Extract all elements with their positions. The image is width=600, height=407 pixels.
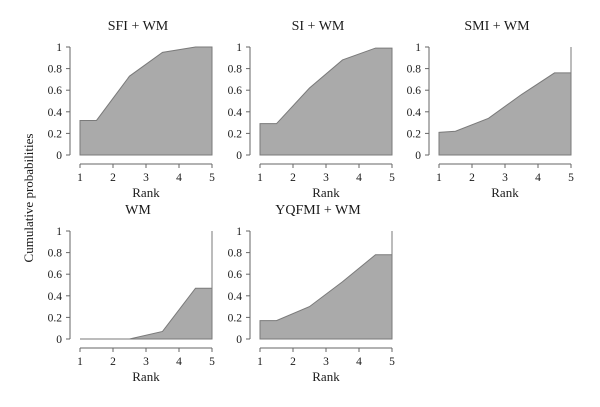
y-tick-label: 0.8 (228, 248, 243, 260)
x-axis-label: Rank (312, 369, 340, 384)
x-tick-label: 3 (502, 172, 508, 184)
x-tick-label: 3 (143, 356, 149, 368)
x-axis-label: Rank (132, 185, 160, 200)
x-tick-label: 2 (290, 172, 296, 184)
shared-ylabel: Cumulative probabilities (21, 134, 36, 263)
chart-panel-4: 0 0.2 0.4 0.6 0.8 1 1 2 3 4 5 Rank WM (48, 203, 216, 384)
y-tick-label: 0.2 (407, 128, 422, 140)
y-tick-label: 0.2 (228, 128, 243, 140)
y-tick-label: 1 (236, 226, 242, 238)
x-axis-label: Rank (132, 369, 160, 384)
y-tick-label: 0.8 (48, 64, 63, 76)
x-tick-label: 5 (389, 356, 395, 368)
area-series (438, 47, 572, 156)
x-tick-label: 4 (535, 172, 541, 184)
x-tick-label: 4 (176, 172, 182, 184)
y-tick-label: 0.2 (228, 312, 243, 324)
y-tick-label: 0.2 (48, 128, 63, 140)
x-tick-label: 5 (209, 356, 215, 368)
x-tick-label: 2 (290, 356, 296, 368)
panel-title: WM (125, 203, 151, 218)
y-tick-label: 0.8 (48, 248, 63, 260)
area-series (259, 47, 393, 156)
x-tick-label: 5 (568, 172, 574, 184)
y-tick-label: 0.6 (228, 85, 243, 97)
x-axis-label: Rank (491, 185, 519, 200)
y-tick-label: 0.8 (228, 64, 243, 76)
area-series (80, 231, 213, 340)
y-tick-label: 0.4 (228, 107, 243, 119)
y-tick-label: 0 (236, 150, 242, 162)
chart-panel-2: 0 0.2 0.4 0.6 0.8 1 1 2 3 4 5 Rank SI + WM (228, 19, 396, 200)
x-tick-label: 1 (257, 172, 263, 184)
x-tick-label: 2 (110, 172, 116, 184)
y-tick-label: 0.6 (228, 269, 243, 281)
panel-title: SFI + WM (108, 19, 169, 34)
y-tick-label: 0.4 (48, 107, 63, 119)
y-tick-label: 0 (236, 334, 242, 346)
chart-panel-5: 0 0.2 0.4 0.6 0.8 1 1 2 3 4 5 Rank YQFMI + WM (228, 203, 396, 384)
x-tick-label: 4 (356, 172, 362, 184)
chart-panel-1: 0 0.2 0.4 0.6 0.8 1 1 2 3 4 5 Rank SFI + WM (48, 19, 216, 200)
chart-panel-3: 0 0.2 0.4 0.6 0.8 1 1 2 3 4 5 Rank SMI + WM (407, 19, 575, 200)
y-tick-label: 1 (236, 42, 242, 54)
y-tick-label: 0 (56, 150, 62, 162)
x-tick-label: 1 (77, 356, 83, 368)
x-tick-label: 3 (323, 356, 329, 368)
y-tick-label: 0 (56, 334, 62, 346)
y-tick-label: 0.4 (228, 291, 243, 303)
panel-title: YQFMI + WM (275, 203, 361, 218)
panel-title: SI + WM (292, 19, 345, 34)
panel-title: SMI + WM (464, 19, 530, 34)
area-series (259, 231, 393, 340)
x-tick-label: 2 (469, 172, 475, 184)
y-tick-label: 0.8 (407, 64, 422, 76)
x-tick-label: 1 (77, 172, 83, 184)
y-tick-label: 0.6 (48, 269, 63, 281)
y-tick-label: 1 (56, 42, 62, 54)
y-tick-label: 0.6 (48, 85, 63, 97)
x-tick-label: 4 (356, 356, 362, 368)
x-tick-label: 1 (257, 356, 263, 368)
x-tick-label: 3 (323, 172, 329, 184)
y-tick-label: 0.4 (407, 107, 422, 119)
x-tick-label: 2 (110, 356, 116, 368)
y-tick-label: 0.2 (48, 312, 63, 324)
y-tick-label: 0.4 (48, 291, 63, 303)
x-tick-label: 5 (209, 172, 215, 184)
y-tick-label: 0 (415, 150, 421, 162)
y-tick-label: 1 (415, 42, 421, 54)
y-tick-label: 1 (56, 226, 62, 238)
x-tick-label: 3 (143, 172, 149, 184)
y-tick-label: 0.6 (407, 85, 422, 97)
x-tick-label: 4 (176, 356, 182, 368)
area-series (79, 46, 213, 156)
x-axis-label: Rank (312, 185, 340, 200)
x-tick-label: 5 (389, 172, 395, 184)
x-tick-label: 1 (436, 172, 442, 184)
